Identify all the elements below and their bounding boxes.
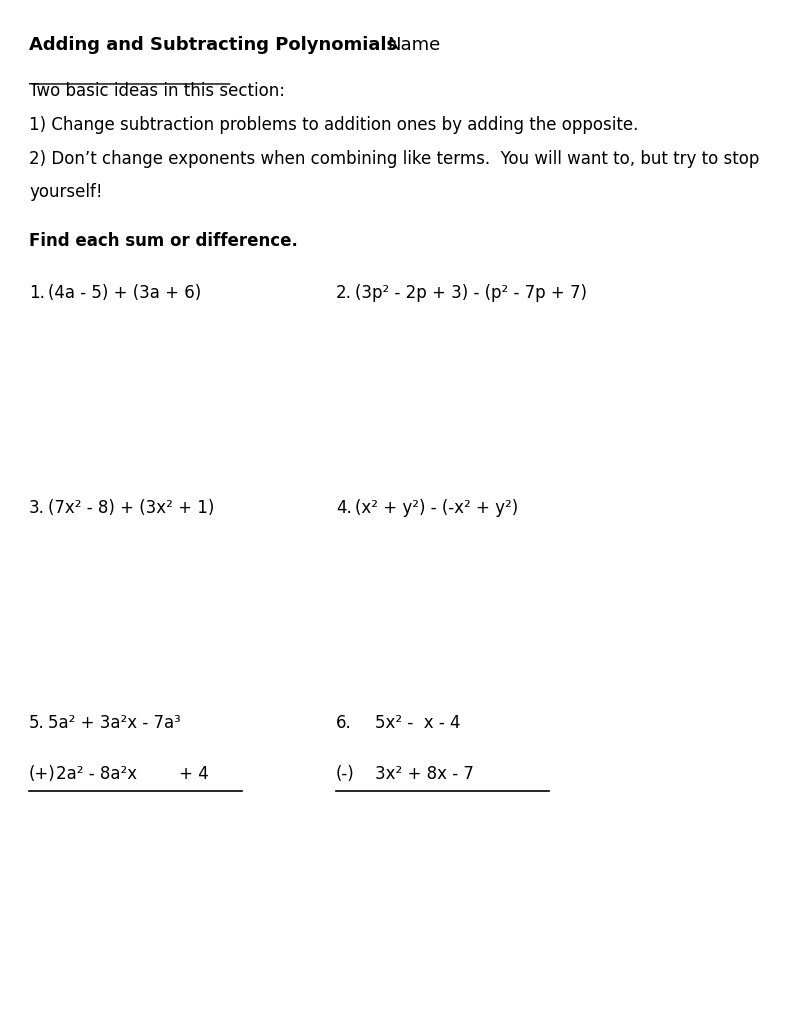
Text: (-): (-) <box>336 765 354 783</box>
Text: 4.: 4. <box>336 499 352 517</box>
Text: (4a - 5) + (3a + 6): (4a - 5) + (3a + 6) <box>48 284 202 302</box>
Text: 5x² -  x - 4: 5x² - x - 4 <box>375 714 460 732</box>
Text: (3p² - 2p + 3) - (p² - 7p + 7): (3p² - 2p + 3) - (p² - 7p + 7) <box>355 284 588 302</box>
Text: 1) Change subtraction problems to addition ones by adding the opposite.: 1) Change subtraction problems to additi… <box>29 116 638 134</box>
Text: 3.: 3. <box>29 499 45 517</box>
Text: 3x² + 8x - 7: 3x² + 8x - 7 <box>375 765 474 783</box>
Text: 2) Don’t change exponents when combining like terms.  You will want to, but try : 2) Don’t change exponents when combining… <box>29 150 759 168</box>
Text: Name: Name <box>388 36 441 54</box>
Text: 5a² + 3a²x - 7a³: 5a² + 3a²x - 7a³ <box>48 714 181 732</box>
Text: Find each sum or difference.: Find each sum or difference. <box>29 232 298 251</box>
Text: Adding and Subtracting Polynomials: Adding and Subtracting Polynomials <box>29 36 397 54</box>
Text: yourself!: yourself! <box>29 183 103 202</box>
Text: 2a² - 8a²x        + 4: 2a² - 8a²x + 4 <box>56 765 209 783</box>
Text: 5.: 5. <box>29 714 45 732</box>
Text: (+): (+) <box>29 765 56 783</box>
Text: 6.: 6. <box>336 714 352 732</box>
Text: 1.: 1. <box>29 284 45 302</box>
Text: Two basic ideas in this section:: Two basic ideas in this section: <box>29 82 285 100</box>
Text: 2.: 2. <box>336 284 352 302</box>
Text: (7x² - 8) + (3x² + 1): (7x² - 8) + (3x² + 1) <box>48 499 215 517</box>
Text: (x² + y²) - (-x² + y²): (x² + y²) - (-x² + y²) <box>355 499 519 517</box>
